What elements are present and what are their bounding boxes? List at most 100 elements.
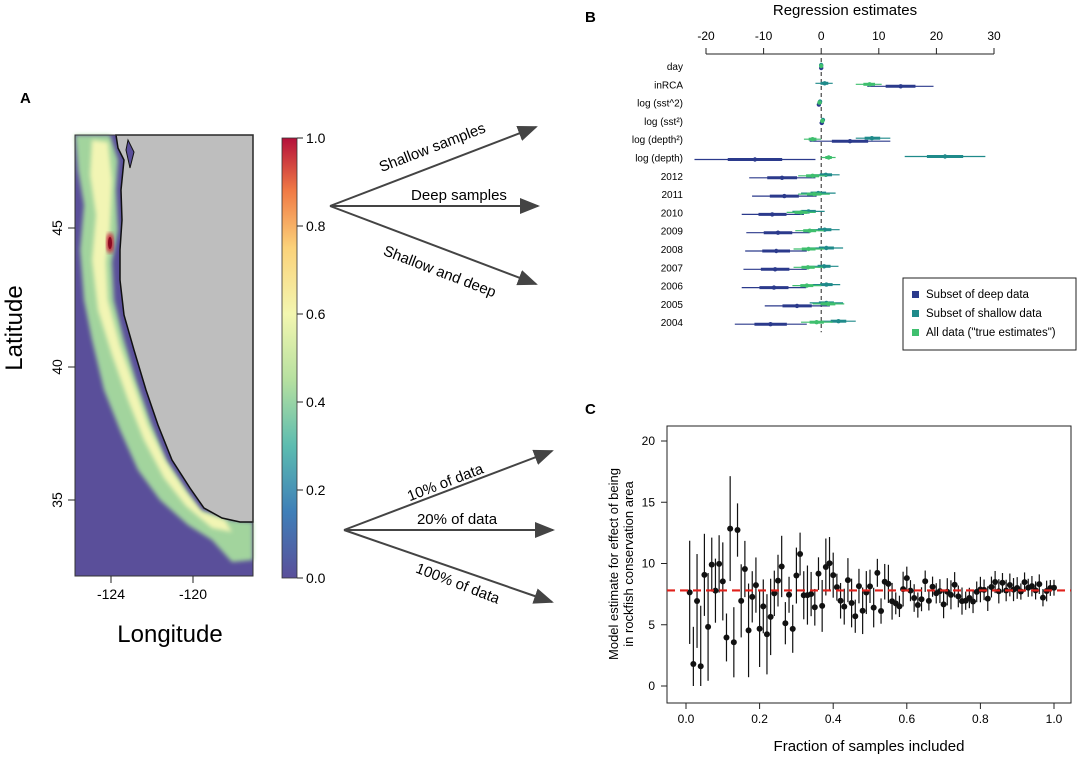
forest-category-label: log (sst²) (644, 117, 683, 128)
scatter-y-tick-label: 15 (642, 495, 656, 509)
land-mass (115, 134, 254, 523)
lat-tick-label-45: 45 (49, 220, 65, 236)
arrow-label-both: Shallow and deep (381, 242, 498, 301)
scatter-point (697, 663, 704, 670)
forest-point (779, 175, 785, 180)
forest-x-tick-label: -10 (755, 29, 773, 43)
scatter-point (734, 527, 741, 534)
scatter-point (686, 589, 693, 596)
scatter-point (922, 578, 929, 585)
scatter-point (852, 613, 859, 620)
colorbar-tick-label: 0.6 (306, 306, 326, 322)
forest-point (942, 154, 948, 159)
lon-tick-label-120: -120 (179, 586, 207, 602)
scatter-point (727, 525, 734, 532)
scatter-point (712, 587, 719, 594)
scatter-x-tick-label: 0.6 (898, 712, 915, 726)
sound-inlet (125, 138, 135, 169)
forest-point (817, 100, 822, 105)
forest-category-label: 2011 (661, 190, 683, 201)
scatter-y-tick-label: 10 (642, 557, 656, 571)
legend-box (902, 277, 1077, 351)
arrow-label-100pct: 100% of data (413, 560, 502, 608)
forest-point (810, 137, 815, 142)
scatter-point (705, 623, 712, 630)
arrow-label-20pct: 20% of data (417, 511, 498, 528)
forest-category-label: 2012 (661, 172, 684, 183)
forest-plot: Regression estimates -20 -10 0 10 20 30 day inRC… (632, 2, 1077, 351)
scatter-point (1039, 594, 1046, 601)
scatter-point (841, 603, 848, 610)
forest-point (770, 212, 775, 217)
scatter-point (789, 625, 796, 632)
forest-x-tick-label: 10 (872, 29, 886, 43)
forest-point (814, 320, 819, 325)
colorbar-gradient (281, 137, 298, 579)
scatter-point (940, 601, 947, 608)
coastal-bright-band (90, 140, 232, 532)
forest-category-label: 2006 (661, 282, 684, 293)
scatter-point (797, 551, 804, 558)
scatter-point (756, 625, 763, 632)
map-panel: 45 40 35 -124 -120 Latitude Longitude (1, 134, 254, 648)
forest-legend: Subset of deep data Subset of shallow dat… (902, 277, 1077, 351)
scatter-x-tick-label: 0.4 (825, 712, 842, 726)
forest-point (825, 301, 831, 307)
legend-swatch (912, 310, 919, 317)
scatter-point (793, 572, 800, 579)
scatter-plot: 0.0 0.2 0.4 0.6 0.8 1.0 0 5 10 15 20 Fraction of sa… (606, 425, 1072, 755)
scatter-point (918, 596, 925, 603)
scatter-x-tick-label: 0.2 (751, 712, 768, 726)
scatter-point (1006, 581, 1013, 588)
forest-category-label: 2004 (661, 318, 684, 329)
lat-tick-label-40: 40 (49, 359, 65, 375)
colorbar-tick-label: 0.4 (306, 394, 326, 410)
colorbar-tick-label: 0.0 (306, 570, 326, 586)
scatter-point (778, 563, 785, 570)
scatter-frame (666, 425, 1072, 704)
scatter-point (992, 579, 999, 586)
scatter-y-tick-label: 0 (648, 679, 655, 693)
legend-swatch (912, 291, 919, 298)
scatter-point (848, 599, 855, 606)
scatter-point (701, 571, 708, 578)
scatter-point (885, 580, 892, 587)
scatter-point (826, 560, 833, 567)
scatter-point (741, 565, 748, 572)
colorbar-ticks: 1.0 0.8 0.6 0.4 0.2 0.0 (297, 130, 326, 586)
scatter-y-tick-label: 20 (642, 434, 656, 448)
legend-label: Subset of shallow data (926, 308, 1042, 320)
forest-point (807, 228, 812, 233)
scatter-point (947, 591, 954, 598)
scatter-point (896, 603, 903, 610)
scatter-point (878, 608, 885, 615)
scatter-point (745, 627, 752, 634)
scatter-point (767, 613, 774, 620)
scatter-x-tick-label: 0.0 (678, 712, 695, 726)
scatter-ylabel-line1: Model estimate for effect of being (606, 468, 621, 660)
lon-tick-label-124: -124 (97, 586, 125, 602)
scatter-point (914, 602, 921, 609)
forest-point (768, 322, 773, 327)
forest-point (819, 63, 824, 69)
scatter-point (811, 604, 818, 611)
scatter-point (771, 590, 778, 597)
scatter-point (859, 607, 866, 614)
map-frame (74, 134, 254, 577)
forest-point (794, 303, 800, 309)
forest-point (782, 193, 787, 199)
scatter-xlabel: Fraction of samples included (774, 738, 965, 755)
scatter-point (984, 595, 991, 602)
arrow-label-10pct: 10% of data (405, 460, 486, 505)
forest-category-label: log (sst^2) (637, 99, 683, 110)
forest-category-label: inRCA (654, 80, 683, 91)
forest-category-label: 2007 (661, 263, 684, 274)
scatter-point (925, 597, 932, 604)
map-xlabel: Longitude (117, 621, 222, 648)
panel-label-c: C (585, 401, 596, 418)
scatter-point (723, 634, 730, 641)
legend-swatch (912, 329, 919, 336)
forest-point (804, 283, 809, 288)
forest-x-tick-label: 20 (930, 29, 944, 43)
scatter-point (911, 595, 918, 602)
